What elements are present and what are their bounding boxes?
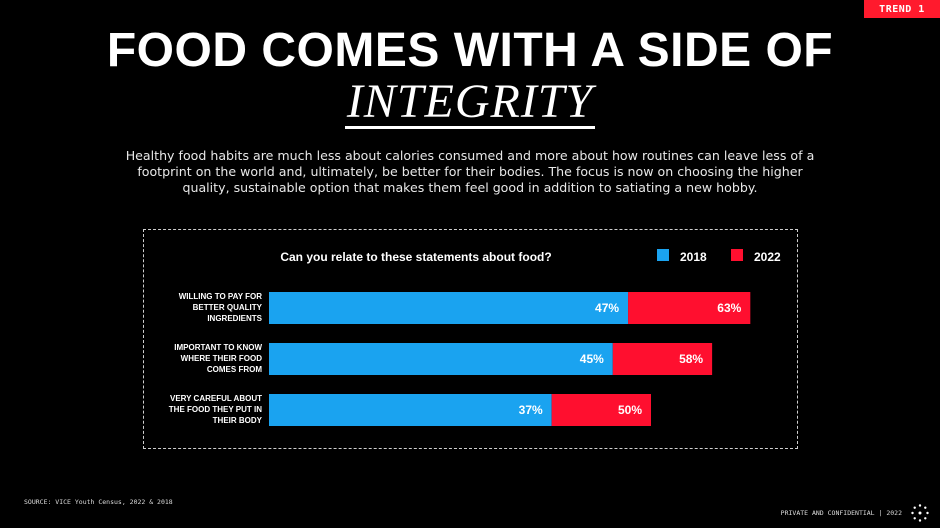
data-label-2018: 47% [595, 301, 619, 315]
page-title: FOOD COMES WITH A SIDE OF [106, 24, 834, 77]
category-label: BETTER QUALITY [193, 303, 263, 312]
data-label-2022: 58% [679, 352, 703, 366]
category-label: IMPORTANT TO KNOW [174, 343, 262, 352]
category-label: INGREDIENTS [207, 314, 262, 323]
legend-swatch-2018 [657, 249, 669, 261]
category-label: THEIR BODY [213, 416, 263, 425]
bar-2018 [269, 394, 552, 426]
bar-chart: Can you relate to these statements about… [169, 249, 781, 426]
chart-title: Can you relate to these statements about… [280, 250, 551, 264]
bar-2022 [628, 292, 751, 324]
category-label: WILLING TO PAY FOR [179, 292, 262, 301]
bar-2018 [269, 343, 613, 375]
legend-swatch-2022 [731, 249, 743, 261]
legend-label-2018: 2018 [680, 250, 707, 264]
bar-2018 [269, 292, 629, 324]
legend-label-2022: 2022 [754, 250, 781, 264]
data-label-2018: 45% [580, 352, 604, 366]
category-label: COMES FROM [207, 365, 262, 374]
trend-tag: TREND 1 [864, 0, 940, 18]
category-label: VERY CAREFUL ABOUT [170, 394, 262, 403]
category-label: THE FOOD THEY PUT IN [169, 405, 262, 414]
category-label: WHERE THEIR FOOD [181, 354, 263, 363]
bar-2022 [551, 394, 651, 426]
data-label-2018: 37% [519, 403, 543, 417]
page-subtitle: Healthy food habits are much less about … [125, 148, 815, 195]
confidential-note: PRIVATE AND CONFIDENTIAL | 2022 [780, 509, 902, 517]
data-label-2022: 63% [717, 301, 741, 315]
data-label-2022: 50% [618, 403, 642, 417]
page-title-emphasis: INTEGRITY [0, 78, 940, 129]
brand-logo-icon [911, 504, 929, 522]
source-note: SOURCE: VICE Youth Census, 2022 & 2018 [24, 498, 173, 506]
chart-container: Can you relate to these statements about… [143, 229, 798, 449]
title-emphasis-text: INTEGRITY [344, 75, 596, 129]
bar-2022 [612, 343, 713, 375]
